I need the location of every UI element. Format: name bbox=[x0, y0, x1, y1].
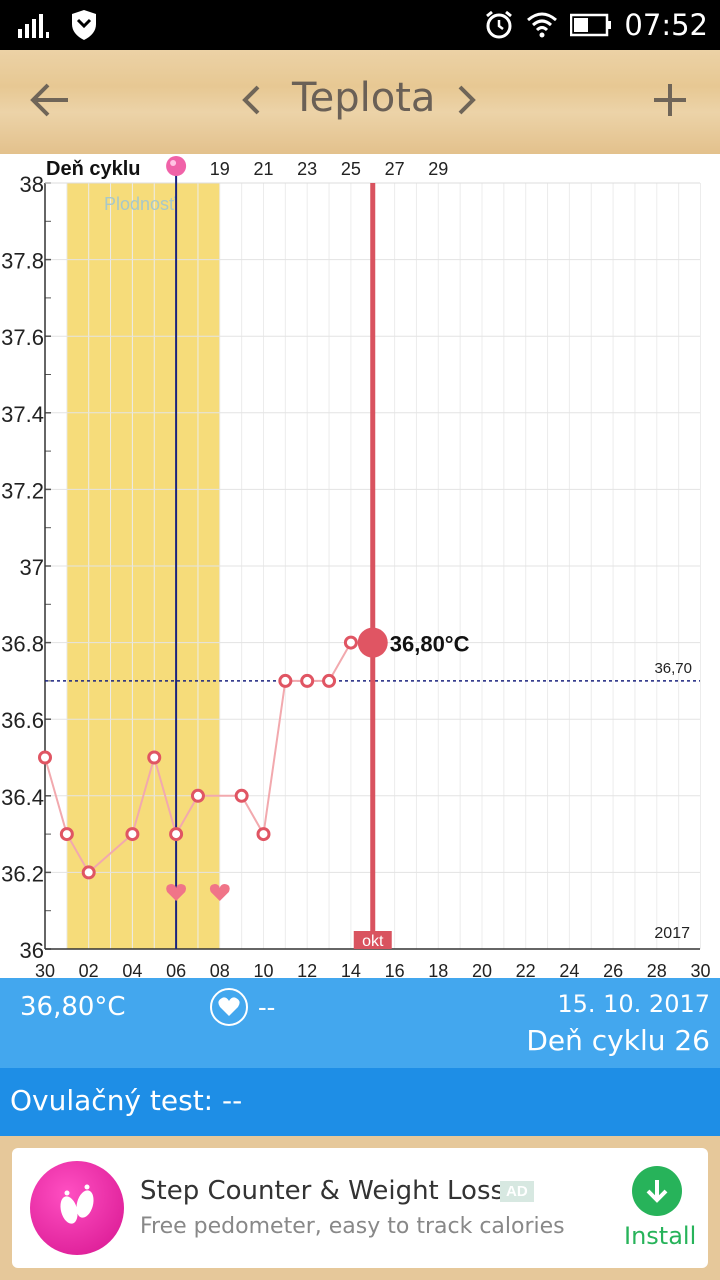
x-tick-label: 22 bbox=[516, 961, 536, 978]
next-button[interactable] bbox=[456, 84, 478, 121]
temperature-point bbox=[278, 673, 293, 688]
x-tick-label: 30 bbox=[690, 961, 710, 978]
ovulation-test-label: Ovulačný test: -- bbox=[10, 1084, 243, 1117]
cycle-start-marker bbox=[166, 156, 187, 176]
add-button[interactable] bbox=[652, 82, 688, 123]
battery-icon bbox=[570, 13, 612, 37]
temperature-point bbox=[234, 788, 249, 803]
x-tick-label: 18 bbox=[428, 961, 448, 978]
temperature-point bbox=[59, 827, 74, 842]
x-tick-label: 02 bbox=[79, 961, 99, 978]
clock: 07:52 bbox=[624, 8, 708, 42]
heart-icon bbox=[209, 884, 230, 901]
cycle-day-label: Deň cyklu bbox=[46, 158, 140, 180]
x-tick-label: 20 bbox=[472, 961, 492, 978]
x-tick-label: 12 bbox=[297, 961, 317, 978]
temperature-chart[interactable]: 36 36.2 36.4 36.6 36.8 37 37.2 37.4 37.6 37.8 38 Pl… bbox=[0, 154, 720, 978]
x-tick-label: 04 bbox=[122, 961, 142, 978]
signal-icon bbox=[18, 14, 49, 38]
install-button[interactable] bbox=[632, 1166, 682, 1216]
app-bar: Teplota bbox=[0, 50, 720, 154]
y-tick-label: 37.4 bbox=[1, 402, 44, 427]
intercourse-button[interactable] bbox=[210, 988, 248, 1026]
temperature-point bbox=[190, 788, 205, 803]
y-tick-label: 37 bbox=[20, 555, 44, 580]
heart-icon bbox=[166, 884, 186, 901]
cycle-tick-label: 23 bbox=[297, 159, 317, 179]
plus-icon bbox=[654, 84, 686, 116]
temperature-point bbox=[38, 750, 52, 765]
ad-subtitle: Free pedometer, easy to track calories bbox=[140, 1214, 565, 1239]
arrow-left-icon bbox=[30, 83, 68, 117]
chevron-right-icon bbox=[458, 85, 476, 115]
temperature-point bbox=[343, 635, 358, 650]
cycle-tick-label: 21 bbox=[253, 159, 273, 179]
y-tick-label: 36.6 bbox=[1, 708, 44, 733]
y-tick-label: 36.2 bbox=[1, 861, 44, 886]
y-tick-label: 37.8 bbox=[1, 249, 44, 274]
y-tick-label: 36.8 bbox=[1, 632, 44, 657]
temperature-point bbox=[300, 673, 315, 688]
x-tick-label: 30 bbox=[35, 961, 55, 978]
month-label: okt bbox=[362, 933, 384, 950]
ad-banner[interactable]: Step Counter & Weight Loss AD Free pedom… bbox=[12, 1148, 708, 1268]
temperature-point bbox=[322, 673, 337, 688]
selected-temperature: 36,80°C bbox=[20, 992, 126, 1022]
temperature-point bbox=[125, 827, 140, 842]
y-tick-label: 36.4 bbox=[1, 785, 44, 810]
month-marker bbox=[353, 931, 392, 949]
current-temperature-label: 36,80°C bbox=[390, 632, 470, 657]
temperature-point bbox=[169, 827, 184, 842]
footprints-icon bbox=[60, 1184, 94, 1224]
app-logo[interactable] bbox=[30, 1161, 124, 1255]
current-temperature-point bbox=[357, 627, 388, 658]
selected-date: 15. 10. 2017 bbox=[557, 990, 710, 1018]
temperature-point bbox=[256, 827, 271, 842]
cycle-day: Deň cyklu 26 bbox=[526, 1024, 710, 1057]
cycle-tick-label: 19 bbox=[210, 159, 230, 179]
shield-icon bbox=[72, 10, 96, 40]
page-title: Teplota bbox=[292, 75, 436, 121]
temperature-point bbox=[147, 750, 162, 765]
ad-badge: AD bbox=[500, 1181, 534, 1202]
heart-value: -- bbox=[258, 992, 276, 1022]
coverline-label: 36,70 bbox=[654, 660, 692, 677]
x-tick-label: 14 bbox=[341, 961, 361, 978]
info-bar[interactable]: 36,80°C -- 15. 10. 2017 Deň cyklu 26 bbox=[0, 978, 720, 1068]
chart-canvas: 36 36.2 36.4 36.6 36.8 37 37.2 37.4 37.6 37.8 38 Pl… bbox=[1, 156, 711, 978]
y-tick-label: 38 bbox=[20, 172, 44, 197]
ad-title[interactable]: Step Counter & Weight Loss bbox=[140, 1176, 505, 1206]
back-button[interactable] bbox=[30, 82, 70, 123]
y-tick-label: 37.6 bbox=[1, 325, 44, 350]
x-tick-label: 28 bbox=[647, 961, 667, 978]
wifi-icon bbox=[527, 12, 558, 38]
status-bar: 07:52 bbox=[0, 0, 720, 50]
cycle-tick-label: 27 bbox=[385, 159, 405, 179]
x-tick-label: 24 bbox=[559, 961, 579, 978]
chevron-left-icon bbox=[242, 85, 260, 115]
y-tick-label: 36 bbox=[20, 938, 44, 963]
y-tick-label: 37.2 bbox=[1, 478, 44, 503]
x-tick-label: 06 bbox=[166, 961, 186, 978]
year-label: 2017 bbox=[654, 925, 690, 942]
alarm-icon bbox=[486, 10, 513, 39]
x-tick-label: 26 bbox=[603, 961, 623, 978]
x-tick-label: 16 bbox=[385, 961, 405, 978]
heart-icon bbox=[218, 997, 240, 1016]
ovulation-test-row[interactable]: Ovulačný test: -- bbox=[0, 1068, 720, 1136]
fertile-label: Plodnosť bbox=[104, 194, 176, 214]
download-icon bbox=[646, 1180, 668, 1203]
cycle-tick-label: 25 bbox=[341, 159, 361, 179]
x-tick-label: 10 bbox=[253, 961, 273, 978]
install-label[interactable]: Install bbox=[624, 1222, 697, 1250]
cycle-start-marker-highlight bbox=[170, 160, 177, 166]
cycle-tick-label: 29 bbox=[428, 159, 448, 179]
temperature-point bbox=[81, 865, 96, 880]
x-tick-label: 08 bbox=[210, 961, 230, 978]
previous-button[interactable] bbox=[240, 84, 262, 121]
